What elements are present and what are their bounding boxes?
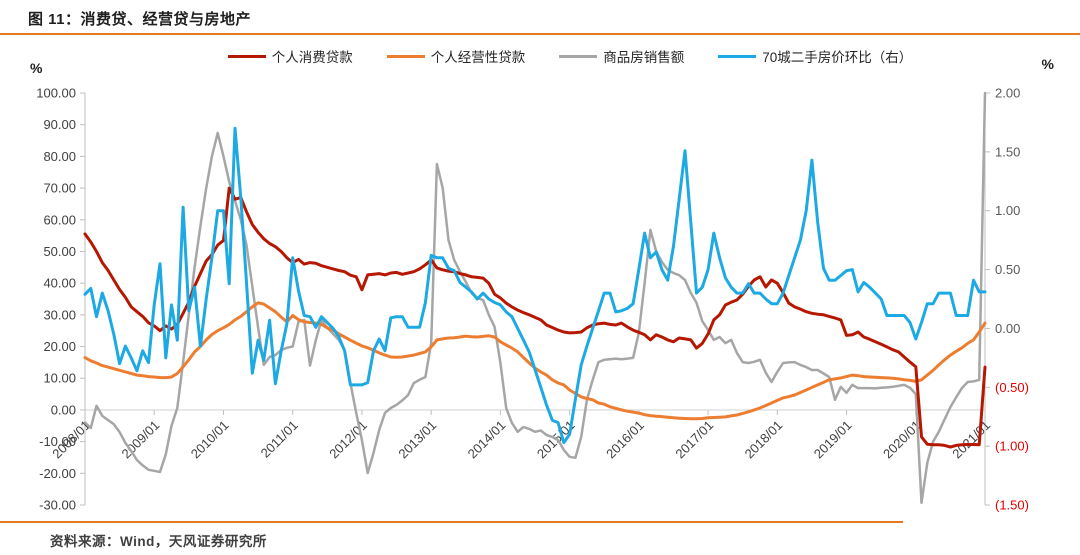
legend-swatch-icon	[559, 54, 598, 58]
left-axis-tick-label: 10.00	[43, 371, 76, 386]
right-axis-tick-label: (0.50)	[995, 380, 1029, 395]
x-axis-tick-label: 2021/01	[949, 418, 993, 462]
right-axis-tick-label: 0.00	[995, 321, 1020, 336]
left-axis-tick-label: 80.00	[43, 149, 76, 164]
x-axis-tick-label: 2019/01	[811, 418, 855, 462]
left-axis-tick-label: 90.00	[43, 117, 76, 132]
series-line-2	[83, 91, 987, 505]
legend-label: 个人消费贷款	[271, 50, 353, 65]
left-axis-tick-label: 30.00	[43, 307, 76, 322]
right-axis-tick-label: 0.50	[995, 262, 1020, 277]
left-axis-tick-label: 70.00	[43, 181, 76, 196]
left-axis-tick-label: -30.00	[39, 498, 76, 513]
legend-label: 个人经营性贷款	[430, 50, 526, 65]
series-line-3	[83, 126, 987, 445]
left-axis-tick-label: 40.00	[43, 276, 76, 291]
x-axis-tick-label: 2011/01	[258, 418, 301, 461]
x-axis-tick-label: 2018/01	[742, 418, 786, 462]
left-axis-tick-label: 100.00	[36, 86, 76, 101]
legend-item-3[interactable]: 70城二手房价环比（右）	[718, 46, 912, 66]
legend-label: 70城二手房价环比（右）	[762, 50, 913, 65]
x-axis-tick-label: 2014/01	[465, 418, 509, 462]
legend-swatch-icon	[227, 54, 266, 58]
legend-label: 商品房销售额	[603, 50, 685, 65]
left-axis-unit: %	[30, 60, 43, 76]
left-axis-tick-label: 60.00	[43, 212, 76, 227]
right-axis-tick-label: (1.00)	[995, 439, 1029, 454]
left-axis-tick-label: -20.00	[39, 466, 76, 481]
legend-swatch-icon	[386, 54, 425, 58]
series-line-1	[83, 301, 987, 421]
title-rule	[0, 33, 1080, 35]
x-axis-tick-label: 2010/01	[188, 418, 232, 462]
chart-legend: 个人消费贷款 个人经营性贷款 商品房销售额 70城二手房价环比（右）	[120, 46, 1020, 66]
series-line-0	[83, 186, 987, 449]
legend-item-1[interactable]: 个人经营性贷款	[386, 46, 526, 66]
left-axis-tick-label: 0.00	[51, 402, 76, 417]
footer-rule	[0, 521, 903, 523]
legend-swatch-icon	[718, 54, 757, 58]
figure-title: 图 11：消费贷、经营贷与房地产	[28, 11, 252, 28]
left-axis-tick-label: 50.00	[43, 244, 76, 259]
right-axis-unit: %	[1041, 56, 1054, 72]
x-axis-tick-label: 2017/01	[672, 418, 716, 462]
x-axis-tick-label: 2009/01	[119, 418, 163, 462]
x-axis-tick-label: 2016/01	[603, 418, 647, 462]
right-axis-tick-label: (1.50)	[995, 498, 1029, 513]
x-axis-tick-label: 2013/01	[395, 418, 439, 462]
left-axis-tick-label: -10.00	[39, 434, 76, 449]
source-note: 资料来源：Wind，天风证券研究所	[50, 534, 267, 549]
legend-item-0[interactable]: 个人消费贷款	[227, 46, 353, 66]
right-axis-tick-label: 1.50	[995, 144, 1020, 159]
right-axis-tick-label: 1.00	[995, 203, 1020, 218]
left-axis-tick-label: 20.00	[43, 339, 76, 354]
legend-item-2[interactable]: 商品房销售额	[559, 46, 684, 66]
right-axis-tick-label: 2.00	[995, 86, 1020, 101]
